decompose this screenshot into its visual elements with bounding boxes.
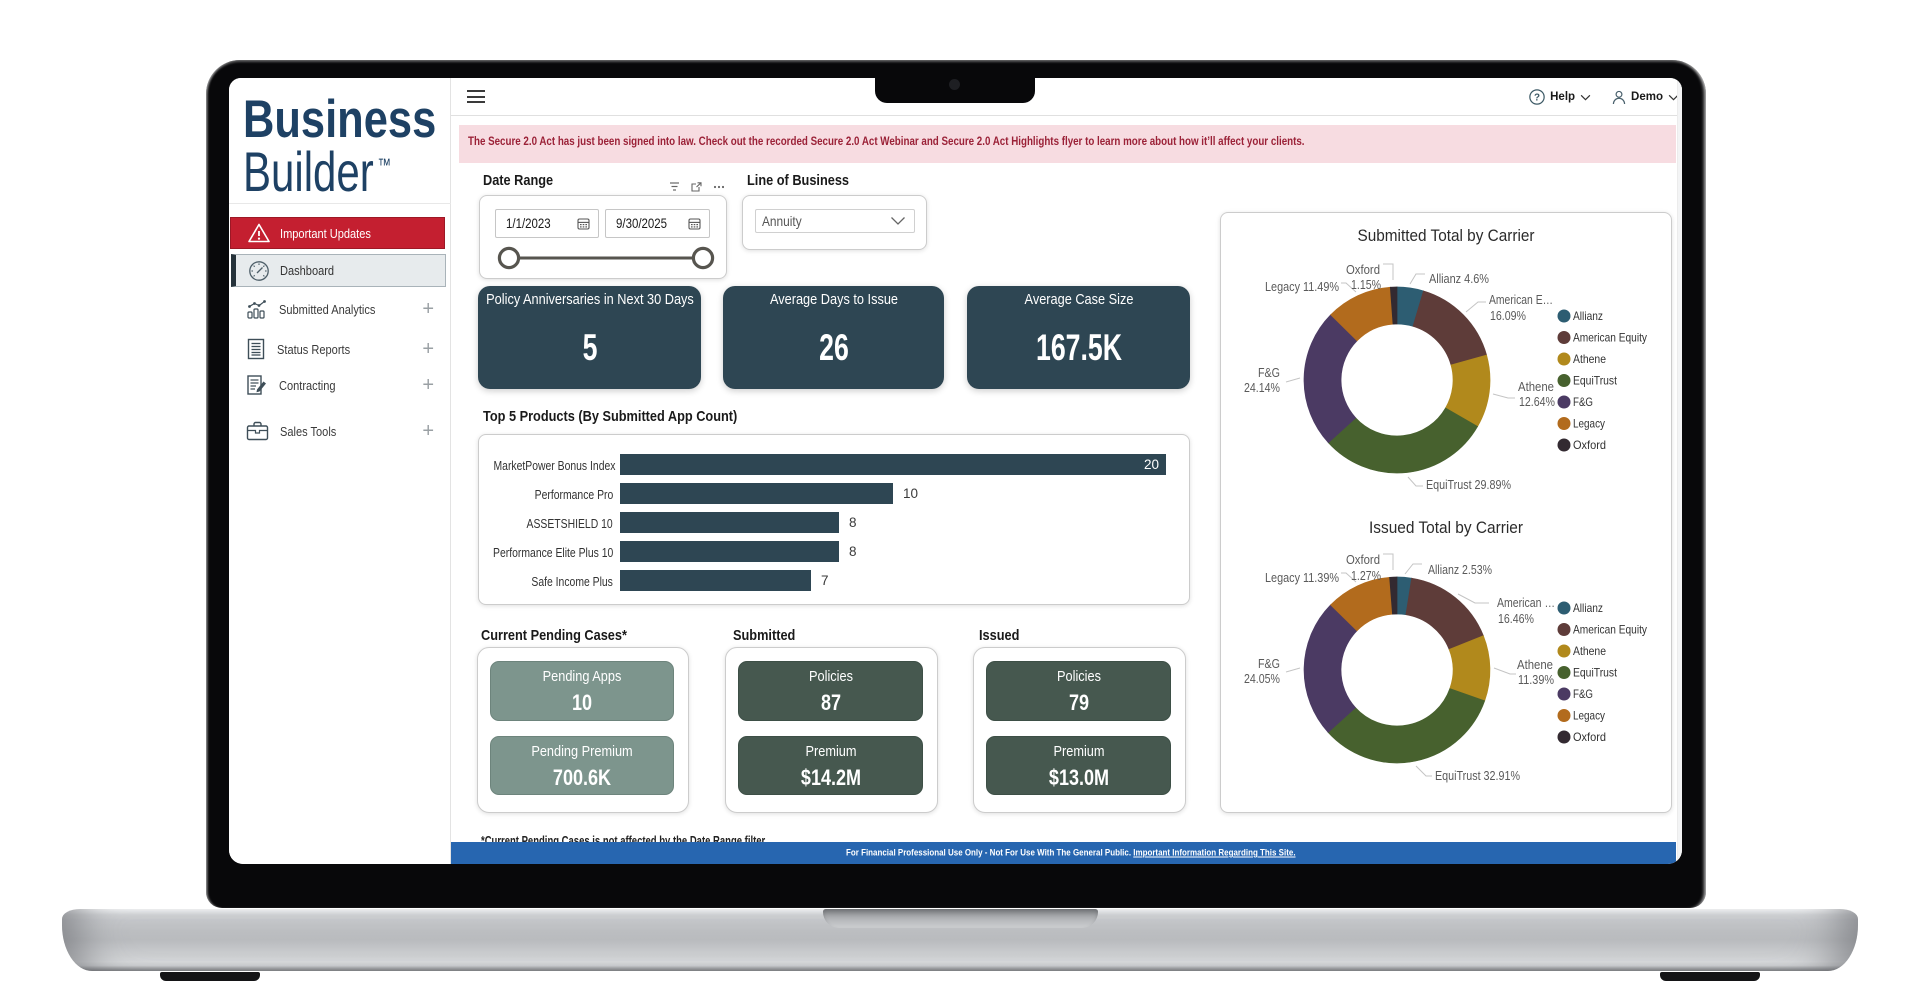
svg-text:Legacy 11.39%: Legacy 11.39% (1265, 571, 1339, 585)
svg-text:Allianz 4.6%: Allianz 4.6% (1429, 272, 1489, 286)
svg-text:F&G: F&G (1573, 687, 1593, 701)
svg-text:Allianz: Allianz (1573, 309, 1603, 323)
svg-text:Athene: Athene (1573, 352, 1606, 366)
svg-text:16.46%: 16.46% (1498, 612, 1534, 626)
svg-text:F&G: F&G (1258, 657, 1280, 671)
svg-text:Legacy: Legacy (1573, 417, 1605, 431)
svg-text:Legacy 11.49%: Legacy 11.49% (1265, 280, 1339, 294)
svg-text:EquiTrust 32.91%: EquiTrust 32.91% (1435, 769, 1520, 783)
svg-text:Athene: Athene (1518, 380, 1554, 394)
svg-text:American E…: American E… (1489, 293, 1553, 307)
svg-text:Allianz 2.53%: Allianz 2.53% (1428, 563, 1492, 577)
svg-text:American …: American … (1497, 596, 1555, 610)
svg-text:Issued Total by Carrier: Issued Total by Carrier (1369, 518, 1523, 537)
svg-text:Allianz: Allianz (1573, 601, 1603, 615)
svg-text:Oxford: Oxford (1346, 553, 1380, 567)
svg-text:11.39%: 11.39% (1518, 673, 1554, 687)
svg-text:12.64%: 12.64% (1519, 395, 1555, 409)
svg-text:EquiTrust: EquiTrust (1573, 374, 1618, 388)
svg-text:Athene: Athene (1517, 658, 1553, 672)
svg-text:Legacy: Legacy (1573, 709, 1605, 723)
svg-text:Oxford: Oxford (1346, 263, 1380, 277)
svg-text:F&G: F&G (1573, 395, 1593, 409)
svg-text:16.09%: 16.09% (1490, 309, 1526, 323)
svg-text:EquiTrust: EquiTrust (1573, 666, 1618, 680)
svg-text:24.14%: 24.14% (1244, 381, 1280, 395)
svg-text:?: ? (1534, 92, 1540, 103)
svg-text:1.15%: 1.15% (1351, 278, 1381, 292)
svg-text:Athene: Athene (1573, 644, 1606, 658)
svg-text:American Equity: American Equity (1573, 331, 1647, 345)
svg-text:F&G: F&G (1258, 366, 1280, 380)
svg-text:Oxford: Oxford (1573, 730, 1606, 744)
svg-text:American Equity: American Equity (1573, 623, 1647, 637)
svg-text:24.05%: 24.05% (1244, 672, 1280, 686)
svg-text:Oxford: Oxford (1573, 438, 1606, 452)
svg-text:EquiTrust 29.89%: EquiTrust 29.89% (1426, 478, 1511, 492)
svg-text:Submitted Total by Carrier: Submitted Total by Carrier (1358, 226, 1535, 245)
svg-text:1.27%: 1.27% (1351, 569, 1381, 583)
